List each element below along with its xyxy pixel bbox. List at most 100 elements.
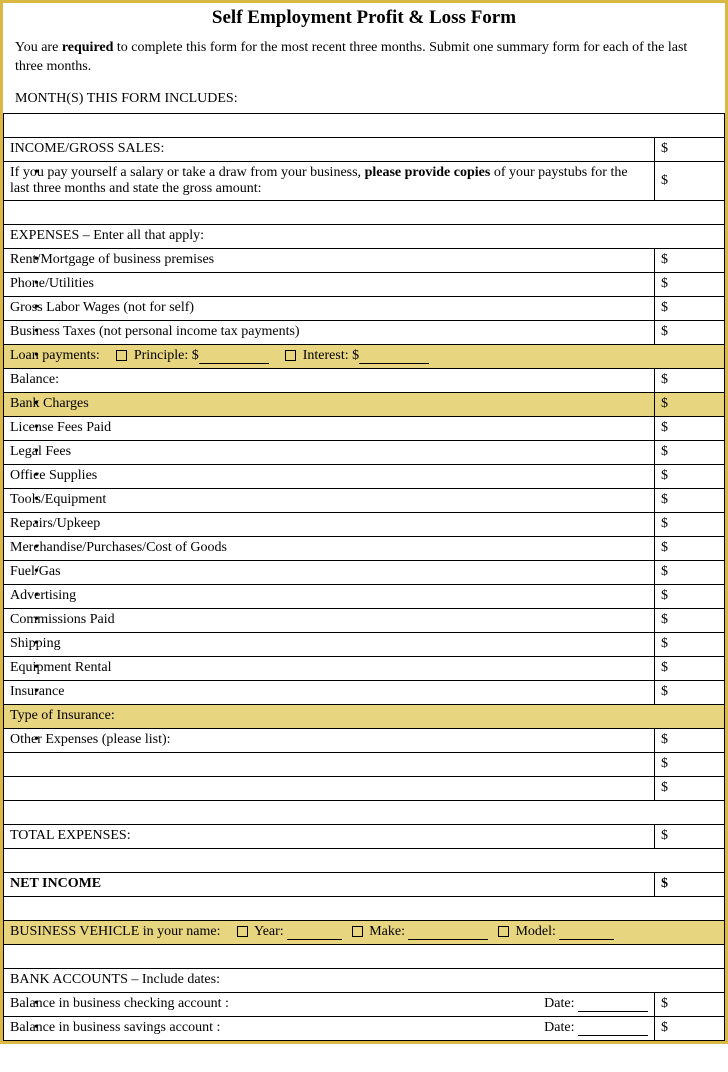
exp-labor: Gross Labor Wages (not for self) bbox=[4, 296, 655, 320]
exp-tools-amt[interactable]: $ bbox=[655, 488, 725, 512]
income-note-bold: please provide copies bbox=[365, 165, 491, 180]
exp-ins-amt[interactable]: $ bbox=[655, 680, 725, 704]
exp-ship: Shipping bbox=[4, 632, 655, 656]
exp-rent-amt[interactable]: $ bbox=[655, 248, 725, 272]
exp-legal-row: Legal Fees $ bbox=[4, 440, 725, 464]
income-note-amount[interactable]: $ bbox=[655, 161, 725, 200]
spacer bbox=[4, 944, 725, 968]
checking-date-label: Date: bbox=[544, 996, 574, 1011]
exp-comm-amt[interactable]: $ bbox=[655, 608, 725, 632]
exp-ins-row: Insurance $ bbox=[4, 680, 725, 704]
exp-license-row: License Fees Paid $ bbox=[4, 416, 725, 440]
exp-license-amt[interactable]: $ bbox=[655, 416, 725, 440]
exp-phone-amt[interactable]: $ bbox=[655, 272, 725, 296]
net-income-row: NET INCOME $ bbox=[4, 872, 725, 896]
make-checkbox[interactable] bbox=[352, 926, 363, 937]
exp-ship-amt[interactable]: $ bbox=[655, 632, 725, 656]
spacer bbox=[4, 848, 725, 872]
spacer bbox=[4, 896, 725, 920]
exp-ins-type[interactable]: Type of Insurance: bbox=[4, 704, 725, 728]
principle-checkbox[interactable] bbox=[116, 350, 127, 361]
total-expenses-row: TOTAL EXPENSES: $ bbox=[4, 824, 725, 848]
exp-other: Other Expenses (please list): bbox=[4, 728, 655, 752]
total-expenses-amt[interactable]: $ bbox=[655, 824, 725, 848]
exp-fuel: Fuel/Gas bbox=[4, 560, 655, 584]
vehicle-make: Make: bbox=[369, 924, 405, 939]
make-input[interactable] bbox=[408, 926, 488, 940]
exp-rent: Rent/Mortgage of business premises bbox=[4, 248, 655, 272]
exp-other-amt[interactable]: $ bbox=[655, 728, 725, 752]
months-label: MONTH(S) THIS FORM INCLUDES: bbox=[3, 91, 725, 113]
net-income-amt[interactable]: $ bbox=[655, 872, 725, 896]
intro-bold: required bbox=[62, 40, 114, 55]
exp-equip-amt[interactable]: $ bbox=[655, 656, 725, 680]
exp-repairs-amt[interactable]: $ bbox=[655, 512, 725, 536]
bank-savings-row: Balance in business savings account : Da… bbox=[4, 1016, 725, 1040]
income-header-row: INCOME/GROSS SALES: $ bbox=[4, 137, 725, 161]
exp-taxes-amt[interactable]: $ bbox=[655, 320, 725, 344]
bank-checking: Balance in business checking account : D… bbox=[4, 992, 655, 1016]
vehicle-label: BUSINESS VEHICLE in your name: bbox=[10, 924, 221, 939]
exp-fuel-row: Fuel/Gas $ bbox=[4, 560, 725, 584]
exp-taxes-row: Business Taxes (not personal income tax … bbox=[4, 320, 725, 344]
exp-repairs-row: Repairs/Upkeep $ bbox=[4, 512, 725, 536]
exp-blank2-amt[interactable]: $ bbox=[655, 776, 725, 800]
year-input[interactable] bbox=[287, 926, 342, 940]
exp-comm-row: Commissions Paid $ bbox=[4, 608, 725, 632]
savings-date-label: Date: bbox=[544, 1020, 574, 1035]
exp-labor-row: Gross Labor Wages (not for self) $ bbox=[4, 296, 725, 320]
blank-cell[interactable] bbox=[4, 776, 655, 800]
savings-date-input[interactable] bbox=[578, 1022, 648, 1036]
exp-merch-amt[interactable]: $ bbox=[655, 536, 725, 560]
exp-ship-row: Shipping $ bbox=[4, 632, 725, 656]
exp-phone-row: Phone/Utilities $ bbox=[4, 272, 725, 296]
exp-blank1-amt[interactable]: $ bbox=[655, 752, 725, 776]
exp-legal: Legal Fees bbox=[4, 440, 655, 464]
intro-post: to complete this form for the most recen… bbox=[15, 40, 687, 74]
blank-cell[interactable] bbox=[4, 752, 655, 776]
principle-input[interactable] bbox=[199, 350, 269, 364]
checking-date-input[interactable] bbox=[578, 998, 648, 1012]
interest-input[interactable] bbox=[359, 350, 429, 364]
model-checkbox[interactable] bbox=[498, 926, 509, 937]
exp-balance-amt[interactable]: $ bbox=[655, 368, 725, 392]
exp-ins-type-row: Type of Insurance: bbox=[4, 704, 725, 728]
exp-loan-row: Loan payments: Principle: $ Interest: $ bbox=[4, 344, 725, 368]
exp-office-amt[interactable]: $ bbox=[655, 464, 725, 488]
income-note: If you pay yourself a salary or take a d… bbox=[4, 161, 655, 200]
exp-adv-amt[interactable]: $ bbox=[655, 584, 725, 608]
checking-label: Balance in business checking account : bbox=[10, 996, 229, 1011]
bank-savings: Balance in business savings account : Da… bbox=[4, 1016, 655, 1040]
exp-bank: Bank Charges bbox=[4, 392, 655, 416]
expenses-header: EXPENSES – Enter all that apply: bbox=[4, 224, 725, 248]
vehicle-year: Year: bbox=[254, 924, 284, 939]
income-amount[interactable]: $ bbox=[655, 137, 725, 161]
model-input[interactable] bbox=[559, 926, 614, 940]
exp-comm: Commissions Paid bbox=[4, 608, 655, 632]
vehicle-cell: BUSINESS VEHICLE in your name: Year: Mak… bbox=[4, 920, 725, 944]
savings-amt[interactable]: $ bbox=[655, 1016, 725, 1040]
savings-label: Balance in business savings account : bbox=[10, 1020, 220, 1035]
checking-amt[interactable]: $ bbox=[655, 992, 725, 1016]
exp-balance-row: Balance: $ bbox=[4, 368, 725, 392]
spacer bbox=[4, 200, 725, 224]
exp-labor-amt[interactable]: $ bbox=[655, 296, 725, 320]
total-expenses: TOTAL EXPENSES: bbox=[4, 824, 655, 848]
exp-ins: Insurance bbox=[4, 680, 655, 704]
exp-bank-amt[interactable]: $ bbox=[655, 392, 725, 416]
exp-other-row: Other Expenses (please list): $ bbox=[4, 728, 725, 752]
exp-legal-amt[interactable]: $ bbox=[655, 440, 725, 464]
exp-fuel-amt[interactable]: $ bbox=[655, 560, 725, 584]
exp-rent-row: Rent/Mortgage of business premises $ bbox=[4, 248, 725, 272]
exp-office: Office Supplies bbox=[4, 464, 655, 488]
exp-repairs: Repairs/Upkeep bbox=[4, 512, 655, 536]
loan-principle: Principle: $ bbox=[134, 348, 199, 363]
year-checkbox[interactable] bbox=[237, 926, 248, 937]
bank-checking-row: Balance in business checking account : D… bbox=[4, 992, 725, 1016]
spacer bbox=[4, 800, 725, 824]
exp-blank2-row: $ bbox=[4, 776, 725, 800]
form-page: Self Employment Profit & Loss Form You a… bbox=[0, 0, 728, 1044]
interest-checkbox[interactable] bbox=[285, 350, 296, 361]
vehicle-model: Model: bbox=[515, 924, 555, 939]
intro-text: You are required to complete this form f… bbox=[3, 39, 725, 91]
